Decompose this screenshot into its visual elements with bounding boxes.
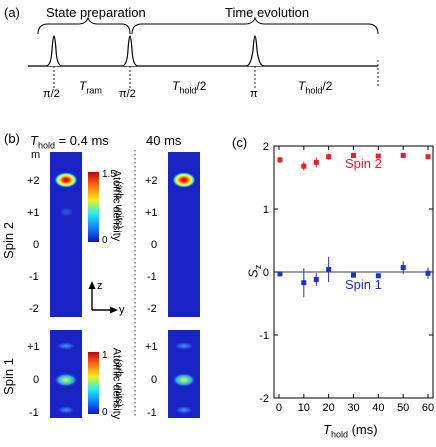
chart-xlabel: Thold (ms) bbox=[323, 422, 378, 440]
spin1-m-label-right: -1 bbox=[147, 407, 157, 419]
brace-time-evolution bbox=[131, 16, 379, 35]
spin1-point bbox=[326, 266, 332, 272]
panel-c-label: (c) bbox=[232, 135, 248, 150]
spin1-point bbox=[400, 265, 406, 271]
pulse-1-label: π/2 bbox=[43, 88, 60, 100]
y-tick-label: 2 bbox=[263, 141, 269, 153]
spin2-image-0p4ms bbox=[50, 152, 82, 317]
spin2-m-label-right: -2 bbox=[147, 303, 157, 315]
spin1-image-0p4ms bbox=[50, 330, 82, 418]
x-tick-label: 50 bbox=[397, 402, 409, 414]
colorbar-spin2-max: 1.5 bbox=[102, 169, 116, 180]
colorbar-spin2 bbox=[88, 172, 99, 242]
y-tick-label: 0 bbox=[263, 267, 269, 279]
pulse-1 bbox=[45, 35, 63, 67]
spin2-m-label-right: -1 bbox=[147, 271, 157, 283]
interval-thold-1-label: Thold/2 bbox=[172, 79, 207, 96]
spin2-point bbox=[313, 159, 319, 165]
x-tick-label: 40 bbox=[372, 402, 384, 414]
spin1-point bbox=[301, 280, 307, 286]
spin2-point bbox=[375, 153, 381, 159]
brace-state-preparation bbox=[37, 16, 131, 35]
x-tick-label: 10 bbox=[298, 402, 310, 414]
spin1-point bbox=[313, 277, 319, 283]
pulse-3 bbox=[245, 35, 265, 67]
phase-state-preparation: State preparation bbox=[46, 5, 146, 20]
x-tick-label: 20 bbox=[323, 402, 335, 414]
spin2-m-label: 0 bbox=[33, 239, 40, 251]
chart-ylabel: Sz bbox=[245, 264, 263, 278]
panel-a-label: (a) bbox=[4, 5, 20, 20]
spin2-m-label: -1 bbox=[29, 271, 39, 283]
spin1-m-label-right: +1 bbox=[145, 341, 158, 353]
y-tick-label: -1 bbox=[259, 330, 269, 342]
thold-value-label: Thold = 0.4 ms bbox=[30, 133, 109, 151]
colorbar-spin1 bbox=[88, 352, 99, 414]
spin1-m-label: +1 bbox=[27, 341, 40, 353]
colorbar-spin1-min: 0 bbox=[102, 407, 108, 418]
axis-arrows-icon bbox=[88, 281, 118, 314]
spin2-m-label: -2 bbox=[29, 303, 39, 315]
pulse-2-label: π/2 bbox=[119, 88, 136, 100]
spin2-point bbox=[326, 154, 332, 160]
spin2-m-label-right: 0 bbox=[151, 239, 158, 251]
column-40ms-label: 40 ms bbox=[146, 133, 182, 148]
colorbar-spin2-min: 0 bbox=[102, 235, 108, 246]
spin2-m-label-right: +1 bbox=[145, 207, 158, 219]
spin1-point bbox=[277, 271, 283, 277]
pulse-sequence-diagram bbox=[28, 16, 379, 88]
spin1-m-label-right: 0 bbox=[151, 374, 158, 386]
panel-b-label: (b) bbox=[4, 131, 20, 146]
spin2-point bbox=[425, 154, 431, 160]
spin2-point bbox=[400, 152, 406, 158]
spin2-point bbox=[277, 157, 283, 163]
legend-spin2: Spin 2 bbox=[345, 156, 382, 171]
spin1-m-label: 0 bbox=[33, 374, 40, 386]
spin2-point bbox=[351, 152, 356, 158]
colorbar-spin1-max: 1 bbox=[102, 350, 108, 361]
spin1-m-label: -1 bbox=[29, 407, 39, 419]
y-tick-label: -2 bbox=[259, 393, 269, 405]
spin2-m-label: +2 bbox=[27, 175, 40, 187]
pulse-3-label: π bbox=[250, 88, 258, 100]
x-tick-label: 0 bbox=[276, 402, 282, 414]
phase-time-evolution: Time evolution bbox=[225, 5, 310, 20]
spin1-point bbox=[375, 273, 381, 279]
pulse-2 bbox=[121, 35, 139, 67]
axis-z-label: z bbox=[97, 280, 103, 292]
x-tick-label: 60 bbox=[422, 402, 434, 414]
spin1-image-40ms bbox=[168, 330, 200, 418]
axis-y-label: y bbox=[119, 304, 125, 316]
spin1-point bbox=[351, 272, 356, 278]
interval-thold-2-label: Thold/2 bbox=[298, 79, 333, 96]
spin2-point bbox=[301, 163, 307, 169]
m-label: m bbox=[31, 149, 41, 161]
spin2-image-40ms bbox=[168, 152, 200, 317]
spin2-m-label-right: +2 bbox=[145, 175, 158, 187]
y-tick-label: 1 bbox=[263, 204, 269, 216]
spin1-point bbox=[425, 270, 431, 276]
x-tick-label: 30 bbox=[347, 402, 359, 414]
spin2-m-label: +1 bbox=[27, 207, 40, 219]
legend-spin1: Spin 1 bbox=[345, 277, 382, 292]
interval-tram-label: Tram bbox=[79, 79, 102, 96]
